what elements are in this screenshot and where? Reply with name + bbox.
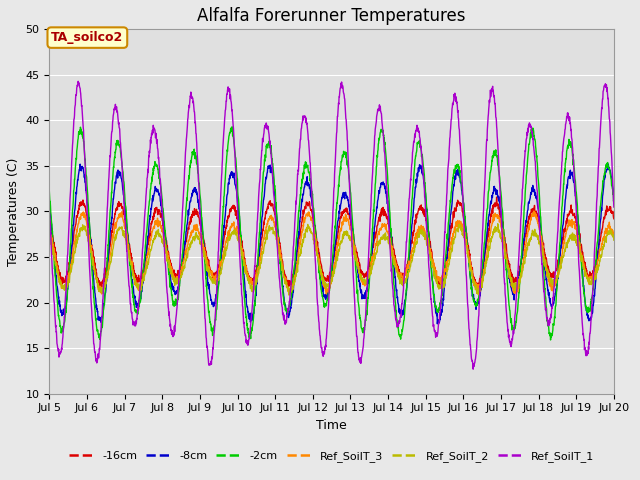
Ref_SoilT_2 <box>305 224 313 230</box>
Title: Alfalfa Forerunner Temperatures: Alfalfa Forerunner Temperatures <box>197 7 466 25</box>
Ref_SoilT_3 <box>305 212 313 218</box>
-2cm <box>490 148 498 154</box>
-8cm <box>610 194 618 200</box>
-16cm <box>45 213 53 218</box>
Legend: -16cm, -8cm, -2cm, Ref_SoilT_3, Ref_SoilT_2, Ref_SoilT_1: -16cm, -8cm, -2cm, Ref_SoilT_3, Ref_Soil… <box>65 446 599 466</box>
-8cm <box>320 294 328 300</box>
-8cm <box>74 175 82 180</box>
Ref_SoilT_1 <box>75 80 83 86</box>
-16cm <box>473 286 481 291</box>
-16cm <box>74 208 82 214</box>
-8cm <box>604 161 611 167</box>
Ref_SoilT_3 <box>530 208 538 214</box>
Ref_SoilT_2 <box>490 229 498 235</box>
Ref_SoilT_2 <box>610 237 618 243</box>
Ref_SoilT_2 <box>45 235 53 240</box>
-2cm <box>320 304 328 310</box>
-2cm <box>305 169 313 175</box>
Ref_SoilT_1 <box>490 95 498 101</box>
-16cm <box>320 274 328 280</box>
Ref_SoilT_2 <box>494 221 502 227</box>
Ref_SoilT_3 <box>594 257 602 263</box>
Ref_SoilT_1 <box>45 208 53 214</box>
-8cm <box>490 188 498 193</box>
Y-axis label: Temperatures (C): Temperatures (C) <box>7 157 20 265</box>
Ref_SoilT_3 <box>490 217 498 223</box>
Ref_SoilT_3 <box>74 221 82 227</box>
Line: -8cm: -8cm <box>49 164 614 324</box>
Ref_SoilT_1 <box>305 144 313 150</box>
-8cm <box>433 321 441 327</box>
Ref_SoilT_2 <box>320 277 328 283</box>
-2cm <box>594 233 602 239</box>
-16cm <box>610 216 618 222</box>
Ref_SoilT_3 <box>323 291 330 297</box>
-2cm <box>610 195 618 201</box>
Ref_SoilT_2 <box>285 292 293 298</box>
Ref_SoilT_1 <box>469 366 477 372</box>
Ref_SoilT_2 <box>74 233 82 239</box>
-16cm <box>305 202 313 207</box>
Ref_SoilT_1 <box>610 204 618 210</box>
-16cm <box>493 194 500 200</box>
-2cm <box>547 337 554 343</box>
Ref_SoilT_3 <box>45 228 53 234</box>
Ref_SoilT_1 <box>594 178 602 184</box>
Ref_SoilT_2 <box>594 267 602 273</box>
Ref_SoilT_3 <box>594 258 602 264</box>
X-axis label: Time: Time <box>316 419 347 432</box>
Ref_SoilT_1 <box>594 171 602 177</box>
-8cm <box>594 252 602 258</box>
Ref_SoilT_3 <box>610 230 618 236</box>
Line: Ref_SoilT_1: Ref_SoilT_1 <box>49 81 614 369</box>
Line: Ref_SoilT_2: Ref_SoilT_2 <box>49 224 614 295</box>
Line: -2cm: -2cm <box>49 127 614 340</box>
-2cm <box>594 239 602 244</box>
-2cm <box>45 189 53 195</box>
-16cm <box>594 252 602 258</box>
-8cm <box>305 182 313 188</box>
-16cm <box>490 204 498 210</box>
-16cm <box>594 248 602 254</box>
Line: -16cm: -16cm <box>49 197 614 288</box>
-8cm <box>45 203 53 209</box>
Ref_SoilT_2 <box>594 264 602 269</box>
Ref_SoilT_1 <box>320 351 328 357</box>
-2cm <box>228 124 236 130</box>
-2cm <box>74 136 82 142</box>
Line: Ref_SoilT_3: Ref_SoilT_3 <box>49 211 614 294</box>
Ref_SoilT_3 <box>320 284 328 289</box>
Text: TA_soilco2: TA_soilco2 <box>51 31 124 44</box>
Ref_SoilT_1 <box>74 78 82 84</box>
-8cm <box>594 258 602 264</box>
